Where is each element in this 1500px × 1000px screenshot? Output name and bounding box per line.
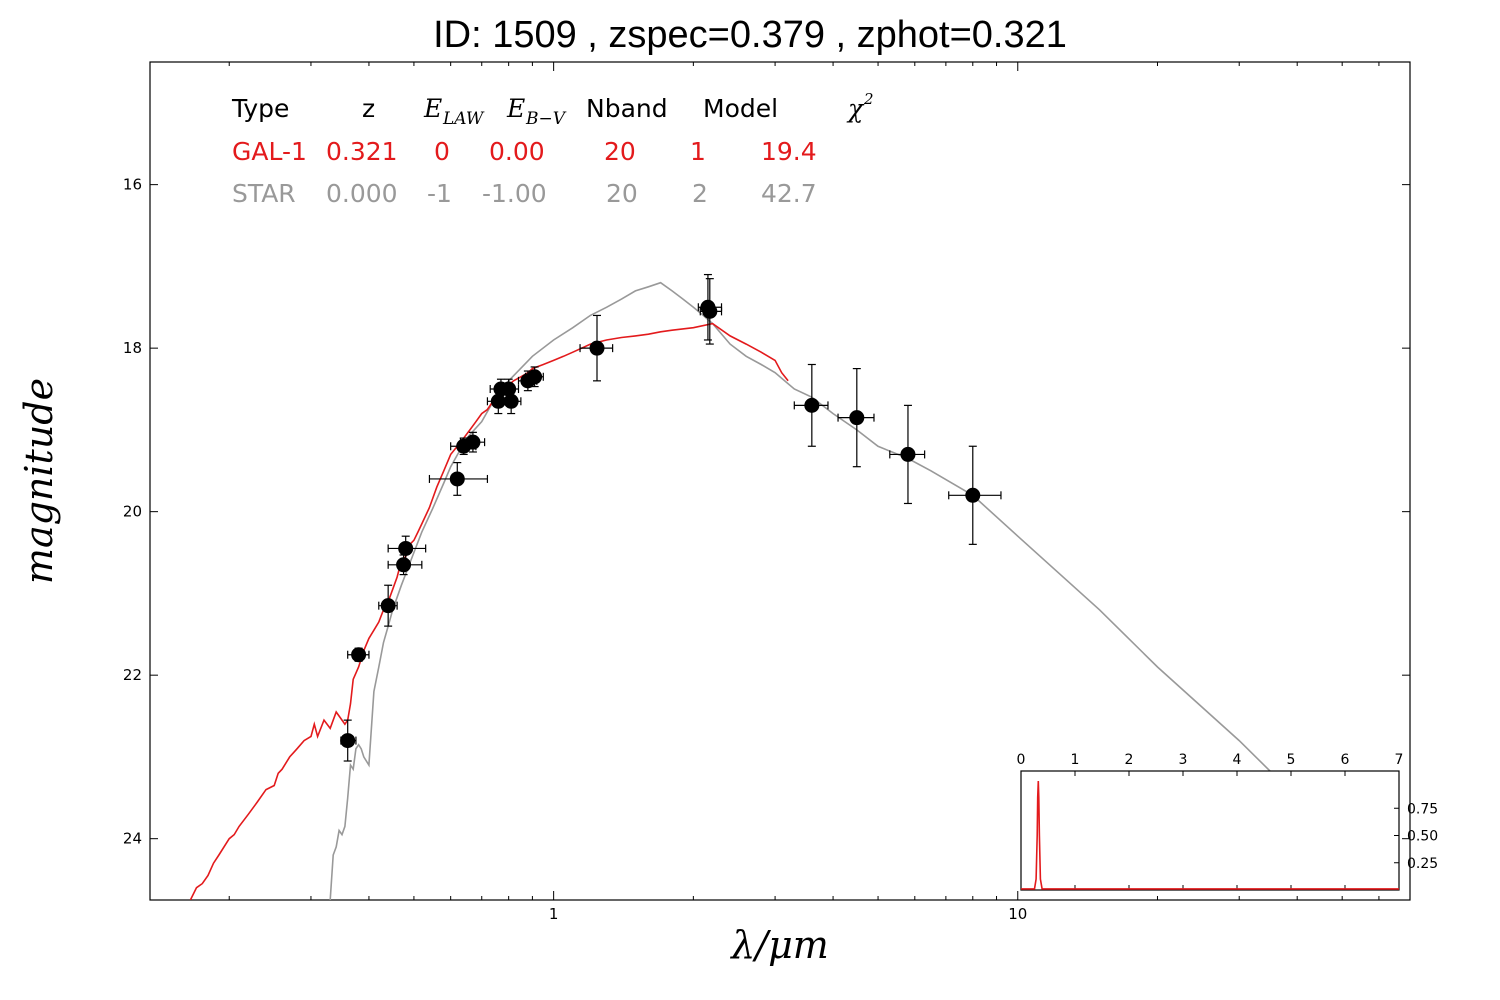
inset-x-tick-label: 1 xyxy=(1071,752,1080,768)
row-star-type: STAR xyxy=(232,179,296,208)
row-gal-type: GAL-1 xyxy=(232,137,307,166)
row-star-nband: 20 xyxy=(606,179,638,208)
table-header-chi: χ xyxy=(846,94,865,123)
data-point xyxy=(465,434,481,450)
inset-x-tick-label: 7 xyxy=(1395,752,1404,768)
inset-y-tick-label: 0.75 xyxy=(1407,801,1438,817)
photometry-points xyxy=(340,273,1002,762)
table-header-ebv: E xyxy=(506,94,525,123)
table-header-chi-sup: 2 xyxy=(863,90,874,108)
row-gal-ebv: 0.00 xyxy=(489,137,545,166)
table-header-elaw-sub: LAW xyxy=(442,109,485,129)
inset-pdf-curve xyxy=(1021,780,1399,890)
y-tick-label: 18 xyxy=(123,339,142,357)
inset-x-tick-label: 3 xyxy=(1179,752,1188,768)
table-header-ebv-sub: B−V xyxy=(525,109,567,129)
inset-x-tick-label: 0 xyxy=(1017,752,1026,768)
row-star-z: 0.000 xyxy=(326,179,398,208)
data-point xyxy=(340,733,356,749)
chart-title: ID: 1509 , zspec=0.379 , zphot=0.321 xyxy=(433,14,1067,56)
data-point xyxy=(351,647,367,663)
row-star-elaw: -1 xyxy=(427,179,452,208)
inset-pdf-line xyxy=(1021,780,1399,890)
table-header-elaw: E xyxy=(423,94,442,123)
table-header-z: z xyxy=(362,94,375,123)
row-star-ebv: -1.00 xyxy=(482,179,547,208)
table-header-nband: Nband xyxy=(586,94,668,123)
inset-axis-ticks: 0 1 2 3 4 5 6 7 0.25 0.50 0.75 xyxy=(1017,752,1438,890)
row-star-model: 2 xyxy=(692,179,708,208)
data-point xyxy=(398,540,414,556)
y-tick-label: 22 xyxy=(123,666,142,684)
row-gal-nband: 20 xyxy=(604,137,636,166)
inset-y-tick-label: 0.50 xyxy=(1407,829,1438,845)
data-point xyxy=(449,471,465,487)
data-point xyxy=(503,393,519,409)
data-point xyxy=(965,487,981,503)
inset-x-tick-label: 4 xyxy=(1233,752,1242,768)
fit-table: Type z E LAW E B−V Nband Model χ 2 GAL-1… xyxy=(231,90,874,208)
data-point xyxy=(527,369,543,385)
series-line-gal-1 xyxy=(189,322,789,900)
inset-y-tick-label: 0.25 xyxy=(1407,856,1438,872)
table-header-model: Model xyxy=(703,94,778,123)
data-point xyxy=(900,446,916,462)
inset-x-tick-label: 5 xyxy=(1287,752,1296,768)
row-gal-chi2: 19.4 xyxy=(761,137,817,166)
data-point xyxy=(849,410,865,426)
row-gal-elaw: 0 xyxy=(434,137,450,166)
x-tick-label: 10 xyxy=(1008,905,1027,923)
row-gal-z: 0.321 xyxy=(326,137,398,166)
inset-x-tick-label: 2 xyxy=(1125,752,1134,768)
y-tick-label: 20 xyxy=(123,503,142,521)
row-star-chi2: 42.7 xyxy=(761,179,817,208)
inset-frame xyxy=(1020,770,1400,891)
data-point xyxy=(589,340,605,356)
table-header-type: Type xyxy=(231,94,289,123)
row-gal-model: 1 xyxy=(690,137,706,166)
y-axis-label: magnitude xyxy=(17,378,61,584)
plot-frame xyxy=(149,61,1411,901)
data-point xyxy=(380,598,396,614)
data-point xyxy=(702,303,718,319)
y-tick-label: 16 xyxy=(123,176,142,194)
data-point xyxy=(804,397,820,413)
data-point xyxy=(490,393,506,409)
data-point xyxy=(396,557,412,573)
x-axis-label: λ/μm xyxy=(729,923,829,967)
inset-x-tick-label: 6 xyxy=(1341,752,1350,768)
y-tick-label: 24 xyxy=(123,830,142,848)
x-tick-label: 1 xyxy=(549,905,559,923)
